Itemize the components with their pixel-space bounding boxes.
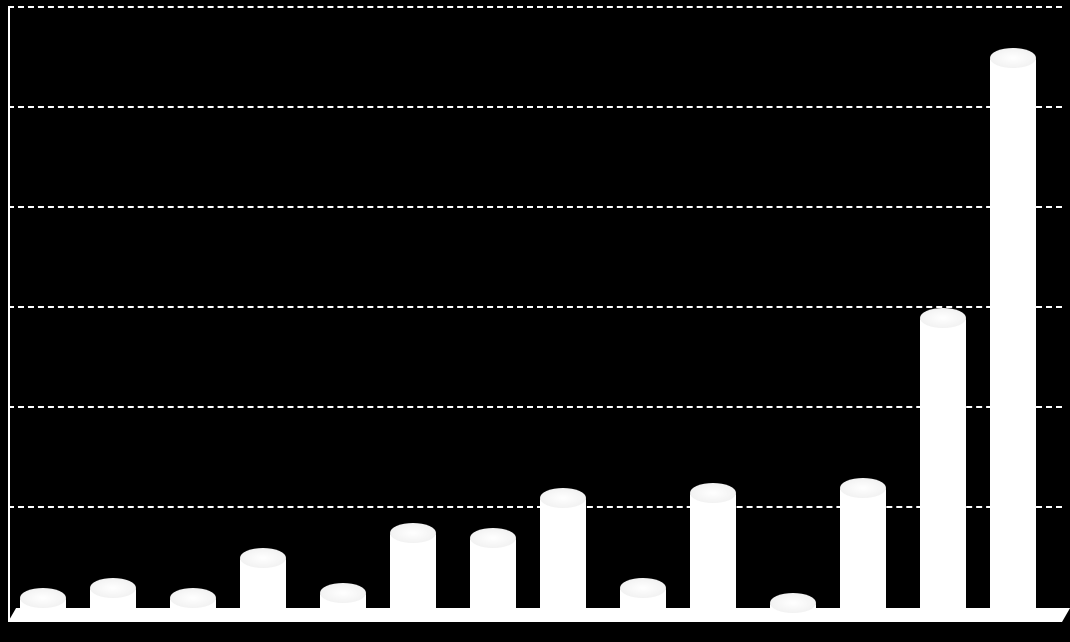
- bar-group: [170, 619, 286, 620]
- bar-chart: [0, 0, 1070, 642]
- bar-group: [320, 619, 436, 620]
- gridline: [8, 106, 1062, 108]
- bar-cylinder: [540, 490, 586, 620]
- gridline: [8, 406, 1062, 408]
- bar-group: [920, 619, 1036, 620]
- bar-cylinder: [470, 530, 516, 620]
- y-axis-edge: [8, 6, 10, 622]
- bar-group: [620, 619, 736, 620]
- bar-cylinder: [990, 50, 1036, 620]
- bar-group: [470, 619, 586, 620]
- gridline: [8, 306, 1062, 308]
- bar-group: [770, 619, 886, 620]
- bar-cylinder: [690, 485, 736, 620]
- bar-cylinder: [240, 550, 286, 620]
- bar-cylinder: [770, 595, 816, 620]
- bar-cylinder: [170, 590, 216, 620]
- bar-cylinder: [90, 580, 136, 620]
- gridline: [8, 206, 1062, 208]
- bar-cylinder: [620, 580, 666, 620]
- bar-group: [20, 619, 136, 620]
- bar-cylinder: [840, 480, 886, 620]
- gridline: [8, 506, 1062, 508]
- bar-cylinder: [320, 585, 366, 620]
- bar-cylinder: [920, 310, 966, 620]
- gridline: [8, 6, 1062, 8]
- bar-cylinder: [390, 525, 436, 620]
- bar-cylinder: [20, 590, 66, 620]
